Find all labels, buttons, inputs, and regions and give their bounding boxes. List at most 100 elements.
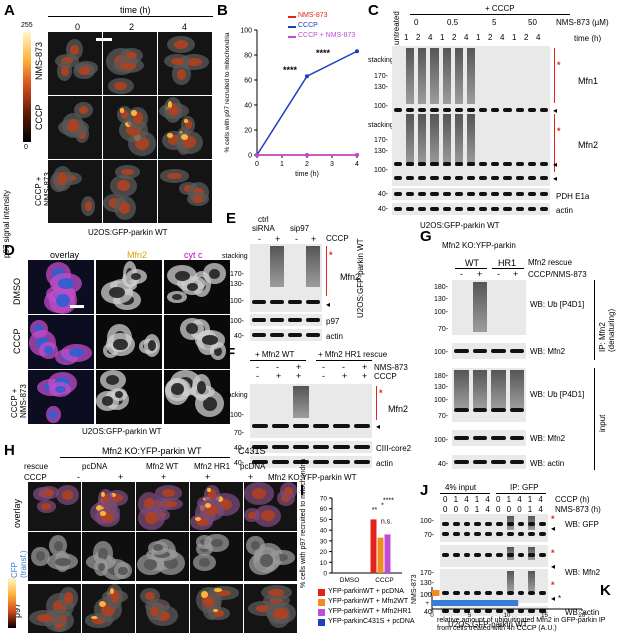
f-arrow: ◂ — [376, 422, 381, 431]
f-cccp-sign-5: + — [362, 371, 368, 381]
c-arrow-1: ◂ — [553, 106, 558, 115]
cell-nucleus — [53, 540, 63, 552]
g-rule-wt — [455, 268, 487, 269]
cell-nucleus — [171, 293, 182, 301]
c-time-lane-11: 4 — [536, 33, 541, 42]
h-micrograph-r2-c4 — [244, 584, 297, 633]
cell-nucleus — [205, 504, 219, 516]
blot-band — [418, 176, 427, 180]
cell-nucleus — [111, 494, 123, 503]
blot-band — [485, 591, 492, 595]
j-input-rule — [440, 493, 490, 494]
g-m-a70: 70- — [438, 326, 449, 333]
k-xtick-label: 5 — [468, 613, 472, 617]
j-nms-val-1: 0 — [453, 505, 459, 514]
blot-band — [528, 609, 536, 613]
e-protein-actin: actin — [326, 332, 343, 341]
b-series-point-1 — [355, 49, 359, 54]
blot-band — [442, 522, 449, 526]
c-m-100b: 100- — [374, 167, 389, 174]
cell-nucleus — [184, 120, 192, 130]
cell-nucleus — [56, 622, 64, 629]
blot-smear — [466, 48, 476, 105]
blot-band — [452, 553, 460, 557]
e-group-sip97: sip97 — [290, 224, 310, 233]
f-blot-actin — [250, 456, 372, 468]
f-stacking: stacking — [222, 392, 248, 399]
i-legend-swatch-3 — [318, 619, 325, 626]
cell-nucleus — [60, 65, 69, 76]
c-dose-50: 50 — [528, 18, 537, 27]
a-scale-max: 255 — [21, 22, 33, 29]
d-micrograph-r0-c2 — [164, 260, 230, 314]
blot-band — [503, 192, 512, 196]
c-m-40a: 40- — [378, 191, 389, 198]
cell-nucleus — [170, 57, 184, 65]
j-blot-mfn2-a — [440, 545, 548, 567]
blot-band — [430, 162, 439, 166]
f-cccp-sign-0: - — [256, 371, 259, 381]
h-micrograph-r1-c3 — [190, 532, 243, 581]
blot-band — [539, 207, 548, 211]
cell-nucleus — [171, 383, 185, 395]
cell-nucleus — [114, 81, 128, 91]
hotspot — [167, 101, 173, 108]
d-col-mfn2: Mfn2 — [127, 250, 148, 260]
cell-nucleus — [41, 503, 52, 510]
j-nms-val-4: 4 — [485, 505, 490, 514]
j-red-star-3: * — [551, 580, 555, 590]
blot-band — [442, 207, 451, 211]
b-series-point-1 — [305, 74, 309, 79]
blot-band — [292, 445, 309, 449]
blot-band — [313, 424, 330, 428]
j-arrow-3: ◂ — [551, 594, 556, 603]
i-xtick-label: DMSO — [340, 577, 360, 584]
j-nms-val-9: 4 — [538, 505, 543, 514]
k-xtick-label: 0 — [430, 613, 434, 617]
f-cell-line: Mfn2 KO:YFP-parkin WT — [268, 473, 357, 482]
cell-nucleus — [208, 489, 216, 500]
j-cccp-val-0: 0 — [443, 495, 448, 504]
blot-band — [515, 176, 524, 180]
h-rescue-wt: Mfn2 WT — [146, 462, 179, 471]
blot-band — [491, 176, 500, 180]
blot-band — [452, 591, 460, 595]
blot-smear — [506, 571, 514, 592]
blot-band — [466, 207, 476, 211]
j-ip-label: IP: GFP — [510, 483, 539, 492]
cell-nucleus — [37, 613, 53, 622]
i-xtick-label: CCCP — [375, 577, 393, 584]
blot-smear — [472, 370, 487, 408]
blot-band — [442, 553, 449, 557]
cell-nucleus — [167, 135, 181, 146]
c-m-130a: 130- — [374, 84, 389, 91]
i-sig-1: * — [381, 503, 384, 510]
cell-nucleus — [145, 591, 156, 601]
blot-band — [272, 460, 289, 464]
e-cccp-label: CCCP — [326, 234, 349, 243]
g-wb-2: WB: Mfn2 — [530, 347, 566, 356]
blot-band — [472, 460, 487, 464]
d-micrograph-r0-c1 — [96, 260, 162, 314]
g-sign-2: + — [477, 269, 483, 279]
cell-nucleus — [35, 551, 46, 562]
b-ytick-label: 80 — [244, 53, 252, 60]
blot-band — [479, 192, 488, 196]
blot-band — [485, 609, 492, 613]
e-sign-3: - — [295, 234, 298, 244]
j-cell-line: U2OS:GFP-parkin WT — [448, 620, 528, 629]
k-xtick-label: 15 — [541, 613, 548, 617]
g-m-d40: 40- — [438, 461, 449, 468]
c-red-star-1: * — [557, 60, 561, 70]
j-nms-val-8: 1 — [527, 505, 533, 514]
g-treat: CCCP/NMS-873 — [528, 270, 587, 279]
b-legend-cccp: CCCP — [298, 22, 318, 29]
cell-nucleus — [115, 390, 124, 398]
cell-nucleus — [152, 544, 164, 552]
d-col-overlay: overlay — [50, 250, 80, 260]
j-nms-label: NMS-873 (h) — [555, 505, 601, 514]
c-stacking-1: stacking — [368, 57, 394, 64]
i-legend-swatch-1 — [318, 599, 325, 606]
j-input-label: 4% input — [445, 483, 477, 492]
